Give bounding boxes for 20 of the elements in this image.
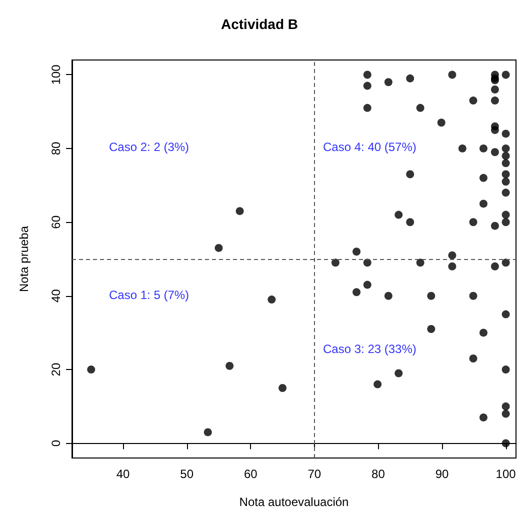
- x-tick-label: 50: [180, 467, 194, 481]
- y-tick-label: 60: [49, 215, 63, 229]
- x-tick-label: 70: [308, 467, 322, 481]
- y-axis-title: Nota prueba: [17, 226, 31, 292]
- x-tick-label: 100: [496, 467, 516, 481]
- x-tick-label: 40: [116, 467, 130, 481]
- x-tick-label: 80: [372, 467, 386, 481]
- y-tick-label: 80: [49, 141, 63, 156]
- y-tick-label: 40: [49, 288, 63, 303]
- x-tick-label: 90: [435, 467, 449, 481]
- annotation: Caso 4: 40 (57%): [323, 140, 416, 154]
- chart-title: Actividad B: [220, 16, 298, 32]
- annotation: Caso 1: 5 (7%): [109, 288, 190, 302]
- y-tick-label: 100: [49, 64, 63, 85]
- x-axis-title: Nota autoevaluación: [239, 495, 349, 509]
- y-tick-label: 0: [49, 440, 63, 447]
- x-tick-label: 60: [244, 467, 258, 481]
- annotation: Caso 3: 23 (33%): [323, 342, 416, 356]
- annotation: Caso 2: 2 (3%): [109, 140, 190, 154]
- y-tick-label: 20: [49, 362, 63, 376]
